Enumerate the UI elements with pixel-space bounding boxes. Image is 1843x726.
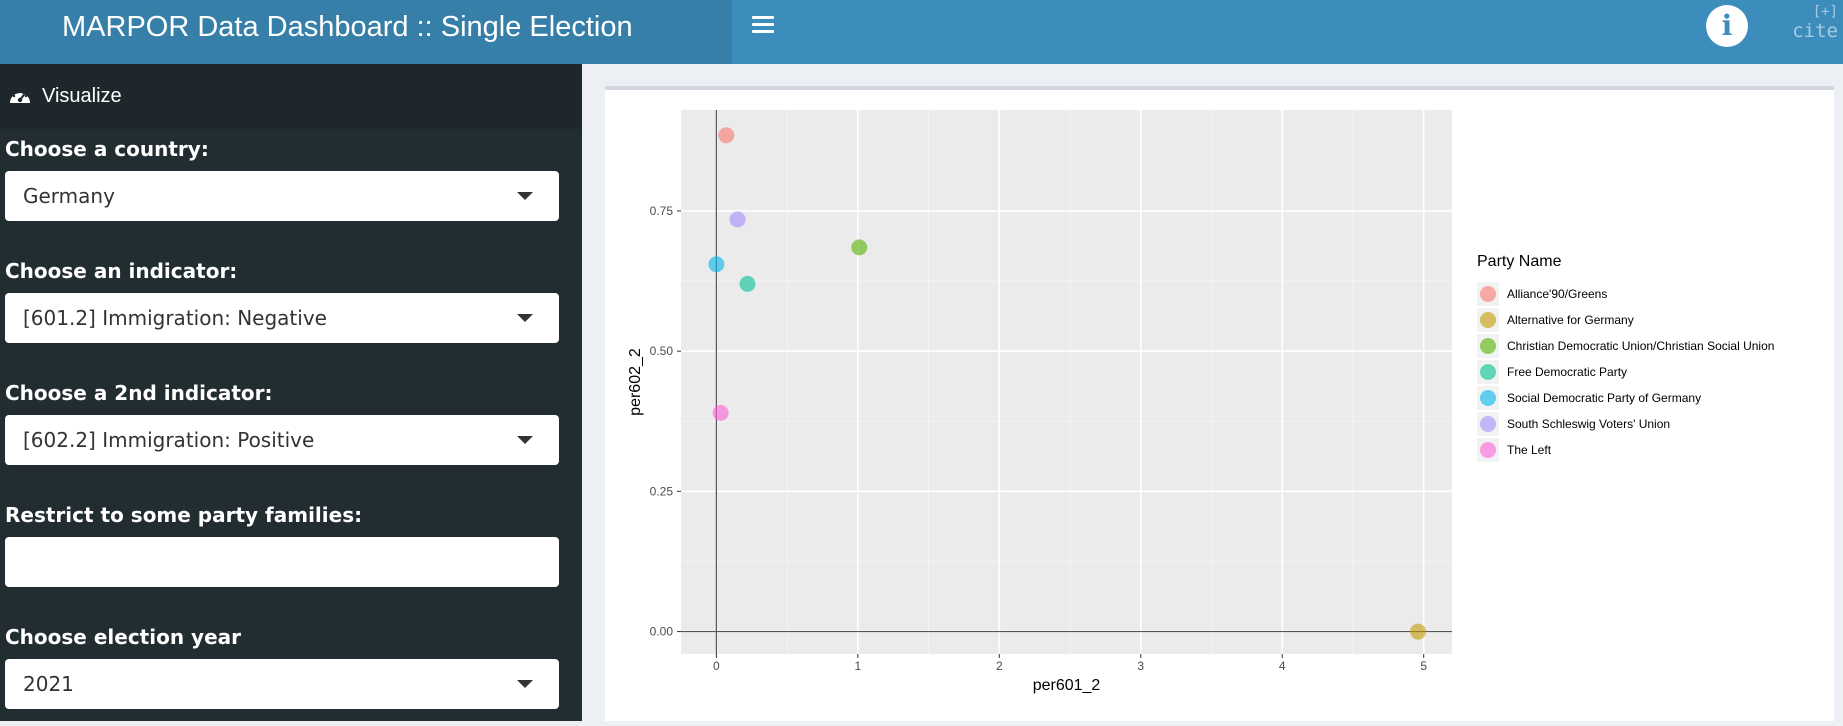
legend-swatch: [1480, 442, 1496, 458]
x-tick-label: 4: [1279, 659, 1286, 673]
x-tick-label: 3: [1137, 659, 1144, 673]
sidebar-item-label: Visualize: [42, 85, 122, 107]
x-axis-title: per601_2: [1033, 677, 1101, 694]
caret-down-icon: [517, 192, 533, 200]
legend-swatch: [1480, 390, 1496, 406]
legend: Party Name Alliance'90/Greens Alternative …: [1477, 253, 1774, 462]
legend-label: The Left: [1507, 443, 1552, 457]
election-year-value: 2021: [23, 672, 74, 696]
data-point: [708, 256, 725, 273]
legend-swatch: [1480, 312, 1496, 328]
top-header: MARPOR Data Dashboard :: Single Election…: [0, 0, 1843, 64]
data-point: [712, 404, 729, 421]
data-point: [718, 127, 735, 144]
indicator-select[interactable]: [601.2] Immigration: Negative: [5, 293, 559, 343]
scatter-plot: 0 1 2 3 4 5 0.00 0.25 0.50 0.75 per601_2 per602_2 P…: [627, 110, 1774, 694]
election-year-select[interactable]: 2021: [5, 659, 559, 709]
legend-label: Alliance'90/Greens: [1507, 287, 1607, 301]
indicator2-value: [602.2] Immigration: Positive: [23, 428, 315, 452]
legend-swatch: [1480, 416, 1496, 432]
x-tick-label: 1: [854, 659, 861, 673]
plot-box: 0 1 2 3 4 5 0.00 0.25 0.50 0.75 per601_2 per602_2 P…: [605, 86, 1834, 721]
caret-down-icon: [517, 436, 533, 444]
legend-label: South Schleswig Voters' Union: [1507, 417, 1670, 431]
sidebar: Visualize Choose a country: Germany Choo…: [0, 64, 582, 721]
y-tick-label: 0.00: [650, 625, 674, 639]
indicator2-label: Choose a 2nd indicator:: [5, 381, 273, 405]
app-title: MARPOR Data Dashboard :: Single Election: [0, 0, 732, 64]
data-point: [729, 211, 746, 228]
legend-swatch: [1480, 338, 1496, 354]
caret-down-icon: [517, 314, 533, 322]
data-point: [739, 275, 756, 292]
election-year-label: Choose election year: [5, 625, 241, 649]
y-tick-label: 0.75: [650, 204, 674, 218]
country-value: Germany: [23, 184, 115, 208]
cite-label: cite: [1792, 20, 1838, 42]
legend-swatch: [1480, 286, 1496, 302]
legend-label: Christian Democratic Union/Christian Soc…: [1507, 339, 1774, 353]
party-families-label: Restrict to some party families:: [5, 503, 363, 527]
y-tick-label: 0.25: [650, 484, 674, 498]
cite-plus-label: [+]: [1812, 4, 1838, 20]
country-label: Choose a country:: [5, 137, 209, 161]
caret-down-icon: [517, 680, 533, 688]
party-families-input[interactable]: [5, 537, 559, 587]
sidebar-item-visualize[interactable]: Visualize: [0, 64, 582, 129]
indicator-value: [601.2] Immigration: Negative: [23, 306, 327, 330]
x-tick-label: 2: [996, 659, 1003, 673]
legend-label: Social Democratic Party of Germany: [1507, 391, 1701, 405]
x-tick-label: 5: [1420, 659, 1427, 673]
indicator-label: Choose an indicator:: [5, 259, 238, 283]
data-point: [851, 239, 868, 256]
legend-label: Free Democratic Party: [1507, 365, 1627, 379]
indicator2-select[interactable]: [602.2] Immigration: Positive: [5, 415, 559, 465]
legend-swatch: [1480, 364, 1496, 380]
dashboard-gauge-icon: [10, 91, 30, 103]
legend-title: Party Name: [1477, 253, 1562, 270]
info-icon[interactable]: i: [1706, 5, 1748, 47]
hamburger-icon[interactable]: [752, 16, 774, 36]
y-axis-title: per602_2: [627, 348, 644, 416]
y-tick-label: 0.50: [650, 344, 674, 358]
legend-label: Alternative for Germany: [1507, 313, 1634, 327]
plot-panel: [681, 110, 1452, 654]
x-tick-label: 0: [713, 659, 720, 673]
plot-area: 0 1 2 3 4 5 0.00 0.25 0.50 0.75 per601_2 per602_2: [627, 110, 1452, 694]
data-point: [1410, 623, 1427, 640]
cite-button[interactable]: [+] cite: [1778, 4, 1838, 48]
country-select[interactable]: Germany: [5, 171, 559, 221]
